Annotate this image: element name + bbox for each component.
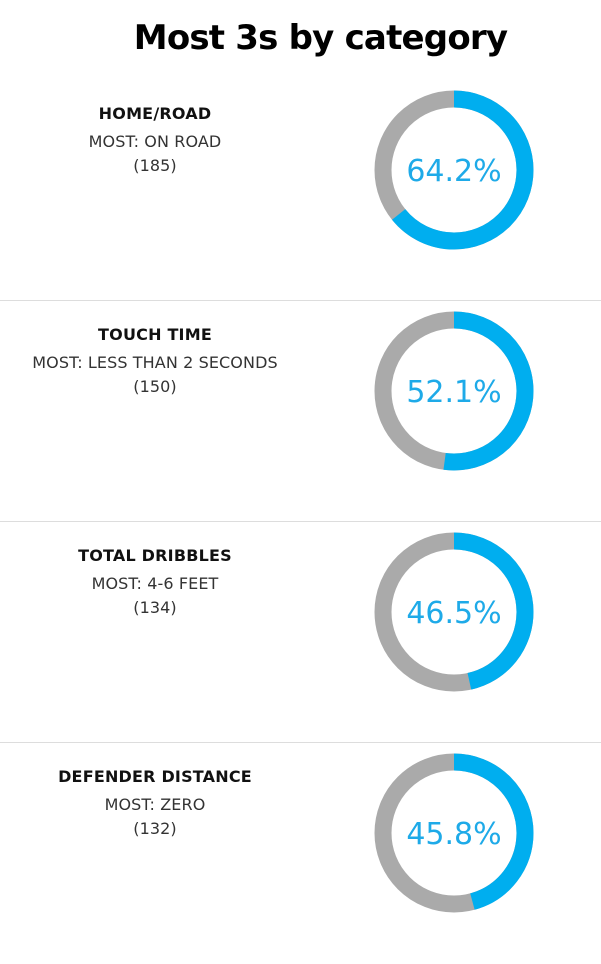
category-label-block: TOTAL DRIBBLES MOST: 4-6 FEET (134) — [0, 544, 310, 620]
category-count: (150) — [133, 377, 177, 396]
category-most: MOST: ZERO — [104, 795, 206, 814]
category-most: MOST: 4-6 FEET — [91, 574, 219, 593]
donut-svg: 64.2% — [374, 90, 534, 250]
donut-percent-label: 64.2% — [406, 154, 501, 189]
category-most: MOST: LESS THAN 2 SECONDS — [32, 353, 278, 372]
category-count: (185) — [133, 156, 177, 175]
category-name: TOTAL DRIBBLES — [78, 546, 232, 565]
category-name: DEFENDER DISTANCE — [58, 767, 252, 786]
donut-chart: 46.5% — [372, 530, 536, 694]
row-divider — [0, 742, 601, 743]
donut-value-slice — [374, 90, 534, 250]
donut-percent-label: 46.5% — [406, 596, 501, 631]
donut-chart: 64.2% — [372, 88, 536, 252]
category-row: DEFENDER DISTANCE MOST: ZERO (132) 45.8% — [0, 743, 601, 964]
category-name: HOME/ROAD — [98, 104, 212, 123]
donut-percent-label: 45.8% — [406, 817, 501, 852]
row-divider — [0, 521, 601, 522]
donut-chart: 52.1% — [372, 309, 536, 473]
category-label-block: HOME/ROAD MOST: ON ROAD (185) — [0, 102, 310, 178]
row-divider — [0, 300, 601, 301]
donut-svg: 46.5% — [374, 532, 534, 692]
category-label-block: TOUCH TIME MOST: LESS THAN 2 SECONDS (150) — [0, 323, 310, 399]
category-label-block: DEFENDER DISTANCE MOST: ZERO (132) — [0, 765, 310, 841]
category-most: MOST: ON ROAD — [88, 132, 222, 151]
category-row: TOUCH TIME MOST: LESS THAN 2 SECONDS (150)… — [0, 301, 601, 522]
page-title: Most 3s by category — [133, 18, 508, 58]
donut-value-slice — [374, 532, 534, 692]
category-count: (132) — [133, 819, 177, 838]
donut-svg: 45.8% — [374, 753, 534, 913]
donut-value-slice — [374, 311, 534, 471]
donut-svg: 52.1% — [374, 311, 534, 471]
donut-chart: 45.8% — [372, 751, 536, 915]
donut-percent-label: 52.1% — [406, 375, 501, 410]
category-count: (134) — [133, 598, 177, 617]
category-row: TOTAL DRIBBLES MOST: 4-6 FEET (134) 46.5% — [0, 522, 601, 743]
category-row: HOME/ROAD MOST: ON ROAD (185) 64.2% — [0, 80, 601, 301]
donut-value-slice — [374, 753, 534, 913]
category-name: TOUCH TIME — [98, 325, 212, 344]
